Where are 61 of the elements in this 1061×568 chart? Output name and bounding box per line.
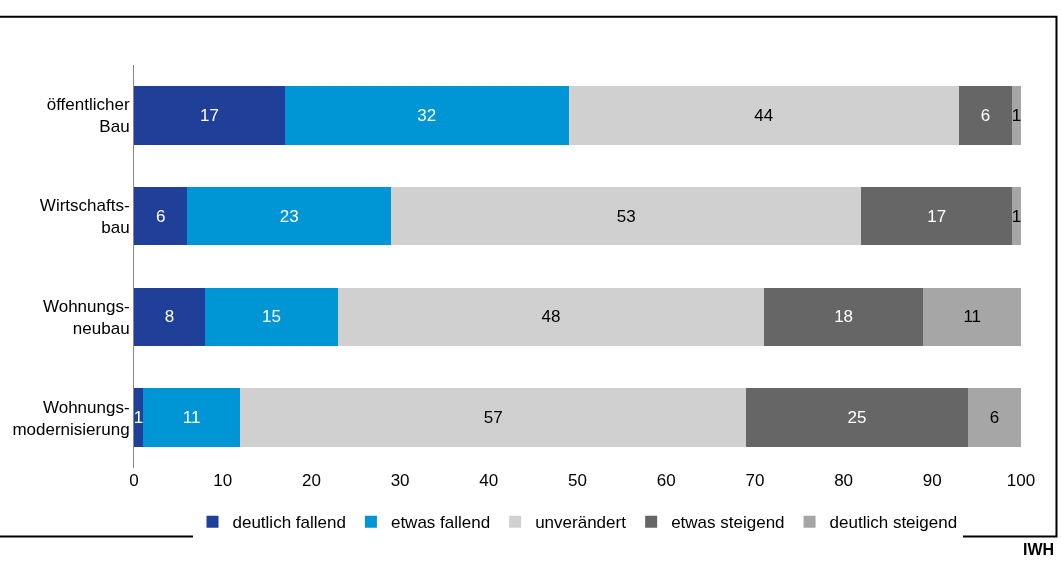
x-tick-label: 20 <box>301 471 321 490</box>
bar <box>338 287 764 347</box>
data-label: 32 <box>417 105 437 125</box>
bar <box>187 186 392 246</box>
x-tick-label: 30 <box>390 471 410 490</box>
legend-label: etwas fallend <box>390 513 491 533</box>
bar <box>204 287 339 347</box>
bar <box>923 287 1021 347</box>
legend-label: unverändert <box>535 513 627 533</box>
x-tick-label: 50 <box>568 471 587 490</box>
bar <box>284 86 569 145</box>
data-label: 23 <box>279 206 299 226</box>
x-tick-label: 10 <box>213 471 233 490</box>
bar <box>1012 186 1021 246</box>
legend-label: etwas steigend <box>671 513 785 533</box>
bar <box>134 287 205 347</box>
data-label: 17 <box>927 206 947 226</box>
data-label: 25 <box>847 408 867 428</box>
data-label: 6 <box>989 408 1000 428</box>
y-tick-label: Wohnungs- modernisierung <box>12 397 130 439</box>
legend-label: deutlich steigend <box>829 513 958 533</box>
x-tick-label: 40 <box>479 471 499 490</box>
bar <box>391 186 862 246</box>
x-tick-label: 90 <box>922 471 942 490</box>
data-label: 48 <box>541 307 561 327</box>
data-label: 1 <box>1011 206 1022 226</box>
bar <box>763 287 924 347</box>
data-label: 1 <box>1011 105 1022 125</box>
bar <box>1012 86 1021 145</box>
data-label: 53 <box>616 206 636 226</box>
x-tick-label: 70 <box>745 471 765 490</box>
bar <box>967 388 1021 447</box>
data-label: 15 <box>262 307 281 327</box>
data-label: 11 <box>963 307 982 327</box>
data-label: 44 <box>754 105 774 125</box>
y-tick-label: Wirtschafts- bau <box>39 196 130 238</box>
data-label: 6 <box>155 206 166 226</box>
data-label: 1 <box>133 408 144 428</box>
bar <box>134 388 143 447</box>
data-label: 11 <box>182 408 201 428</box>
x-tick-label: 80 <box>834 471 854 490</box>
data-label: 18 <box>834 307 854 327</box>
bar <box>861 186 1013 246</box>
text: IWH <box>1023 541 1055 558</box>
data-label: 6 <box>980 105 991 125</box>
legend-label: deutlich fallend <box>232 513 346 533</box>
bar <box>134 186 188 246</box>
x-tick-label: 100 <box>1006 471 1036 490</box>
bar <box>240 388 747 447</box>
data-label: 17 <box>199 105 219 125</box>
bar <box>134 86 285 145</box>
data-label: 8 <box>164 307 175 327</box>
y-tick-label: öffentlicher Bau <box>46 95 130 137</box>
x-tick-label: 0 <box>129 471 139 490</box>
data-label: 57 <box>483 408 503 428</box>
bar <box>746 388 968 447</box>
x-tick-label: 60 <box>656 471 676 490</box>
bar <box>568 86 959 145</box>
bar <box>142 388 241 447</box>
bar <box>958 86 1013 145</box>
y-tick-label: Wohnungs- neubau <box>42 296 130 338</box>
